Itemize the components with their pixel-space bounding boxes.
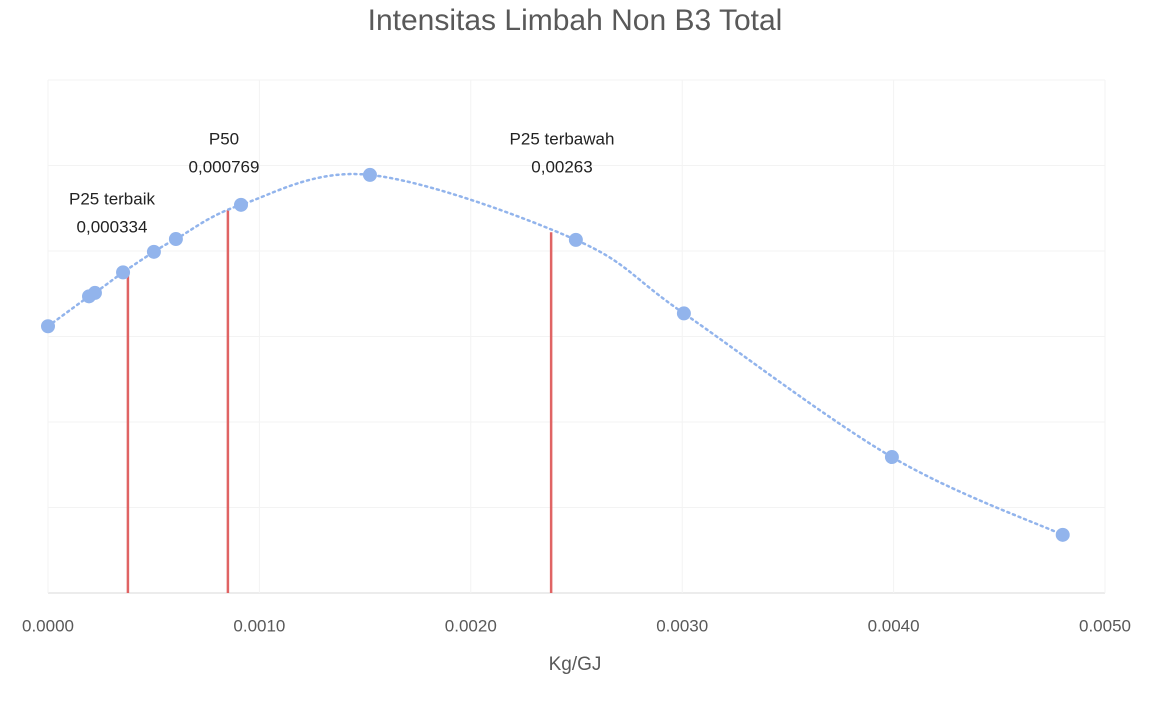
trend-line bbox=[46, 172, 1064, 537]
x-tick-label: 0.0040 bbox=[868, 616, 920, 635]
chart-title: Intensitas Limbah Non B3 Total bbox=[368, 4, 783, 37]
x-tick-label: 0.0000 bbox=[22, 616, 74, 635]
annotation-value: 0,00263 bbox=[531, 157, 592, 176]
annotation-value: 0,000334 bbox=[77, 217, 148, 236]
x-tick-label: 0.0010 bbox=[233, 616, 285, 635]
data-point bbox=[146, 244, 161, 259]
data-point bbox=[168, 232, 183, 247]
data-point bbox=[568, 232, 583, 247]
data-point bbox=[87, 285, 102, 300]
annotation-label: P25 terbawah bbox=[510, 129, 615, 148]
data-point bbox=[116, 265, 131, 280]
x-tick-label: 0.0030 bbox=[656, 616, 708, 635]
data-point bbox=[234, 197, 249, 212]
data-point bbox=[41, 319, 55, 334]
x-tick-label: 0.0020 bbox=[445, 616, 497, 635]
data-point bbox=[1055, 527, 1070, 542]
annotation-label: P25 terbaik bbox=[69, 189, 155, 208]
annotation-label: P50 bbox=[209, 129, 239, 148]
data-point bbox=[884, 450, 899, 465]
data-point bbox=[676, 306, 691, 321]
x-tick-label: 0.0050 bbox=[1079, 616, 1131, 635]
annotation-value: 0,000769 bbox=[189, 157, 260, 176]
x-axis-label: Kg/GJ bbox=[549, 654, 602, 675]
data-point bbox=[362, 167, 377, 182]
